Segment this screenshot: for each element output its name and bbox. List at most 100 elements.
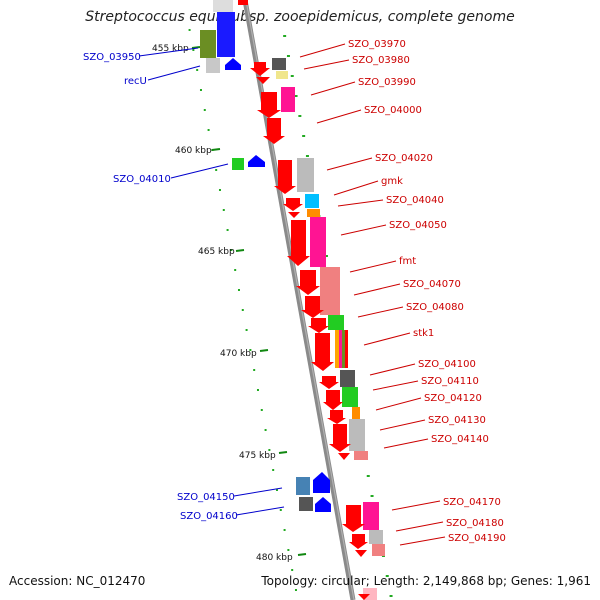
- block-orange-1: [307, 209, 320, 217]
- block-multi-d: [345, 330, 348, 368]
- gene-arrow-szo-03990: [257, 92, 281, 118]
- leader-szo-04150: [233, 487, 283, 497]
- tick-460: [211, 148, 221, 151]
- leader-recu: [147, 65, 201, 81]
- gene-arrow-szo-04100: [319, 376, 339, 389]
- block-green-1: [232, 158, 244, 170]
- block-green-3: [342, 387, 358, 407]
- gene-label-szo-04190: SZO_04190: [448, 533, 506, 544]
- leader-szo-04130: [379, 419, 426, 431]
- gene-arrow-stk1: [311, 333, 334, 371]
- tick-label-480: 480 kbp: [256, 553, 293, 563]
- gene-arrow-szo-04120: [327, 410, 346, 424]
- gene-label-szo-04070: SZO_04070: [403, 279, 461, 290]
- leader-szo-03990: [310, 81, 356, 96]
- genome-summary-text: Topology: circular; Length: 2,149,868 bp…: [261, 574, 591, 588]
- gene-arrow-szo-04160: [315, 497, 331, 512]
- gene-label-szo-04150: SZO_04150: [177, 492, 235, 503]
- gene-label-szo-04130: SZO_04130: [428, 415, 486, 426]
- leader-szo-04050: [340, 224, 387, 236]
- gene-label-szo-04080: SZO_04080: [406, 302, 464, 313]
- scale-ticks: 455 kbp 460 kbp 465 kbp 470 kbp 475 kbp …: [152, 44, 307, 563]
- leader-szo-04070: [353, 283, 401, 296]
- gene-label-szo-04100: SZO_04100: [418, 359, 476, 370]
- block-multi-c: [342, 330, 345, 368]
- gene-arrow-szo-04020: [274, 160, 296, 194]
- block-yellow-1: [276, 71, 288, 79]
- leader-szo-04180: [395, 521, 444, 532]
- gene-label-recu: recU: [124, 76, 147, 87]
- leader-szo-03980: [303, 59, 350, 70]
- gene-arrow-szo-04170: [342, 505, 365, 532]
- leader-szo-03970: [299, 43, 346, 58]
- gene-arrow-gmk: [283, 198, 303, 211]
- gene-arrow-szo-04000: [263, 118, 285, 144]
- tick-465: [235, 249, 245, 252]
- gene-label-szo-04110: SZO_04110: [421, 376, 479, 387]
- gene-arrow-bottom: [358, 594, 370, 600]
- gene-arrow-szo-03970: [250, 62, 270, 76]
- tick-label-475: 475 kbp: [239, 451, 276, 461]
- gene-label-stk1: stk1: [413, 328, 434, 339]
- block-darkgrey-1: [272, 58, 286, 70]
- block-grey-3: [349, 419, 365, 451]
- gene-arrow-szo-04050: [287, 220, 310, 266]
- gene-label-szo-04170: SZO_04170: [443, 497, 501, 508]
- leader-szo-04120: [375, 397, 422, 411]
- gene-label-szo-04010: SZO_04010: [113, 174, 171, 185]
- block-red-top: [238, 0, 248, 5]
- gene-arrow-fmt: [296, 270, 320, 295]
- forward-genes: [250, 62, 370, 600]
- reverse-labels: SZO_03950 recU SZO_04010 SZO_04150 SZO_0…: [83, 52, 238, 522]
- gene-label-szo-04180: SZO_04180: [446, 518, 504, 529]
- gene-label-szo-04120: SZO_04120: [424, 393, 482, 404]
- gene-label-szo-04000: SZO_04000: [364, 105, 422, 116]
- gene-label-szo-04020: SZO_04020: [375, 153, 433, 164]
- gene-arrow-szo-04130: [329, 424, 351, 452]
- gene-arrow-szo-04190: [355, 550, 367, 557]
- block-salmon-2: [354, 451, 368, 460]
- block-magenta-2: [310, 217, 326, 267]
- block-grey-4: [369, 530, 383, 544]
- block-multi-b: [339, 330, 342, 368]
- gene-label-szo-03970: SZO_03970: [348, 39, 406, 50]
- tick-455: [191, 46, 201, 49]
- gene-arrow-recu: [225, 58, 241, 70]
- block-multi-a: [335, 330, 339, 368]
- block-olive: [200, 30, 216, 58]
- block-magenta-3: [363, 502, 379, 530]
- leader-lines: [138, 43, 446, 546]
- leader-szo-04140: [383, 438, 429, 449]
- block-salmon-3: [372, 544, 385, 556]
- tick-470: [259, 349, 269, 352]
- block-green-2: [328, 315, 344, 330]
- leader-szo-04110: [372, 380, 419, 391]
- gene-label-szo-04050: SZO_04050: [389, 220, 447, 231]
- gene-arrow-szo-04070: [301, 296, 324, 318]
- leader-szo-04100: [369, 363, 416, 376]
- block-blue-top: [217, 12, 235, 57]
- gene-label-szo-03990: SZO_03990: [358, 77, 416, 88]
- gene-arrow-szo-04140: [338, 453, 350, 460]
- block-olive-light: [206, 58, 220, 73]
- gene-label-szo-03980: SZO_03980: [352, 55, 410, 66]
- tick-480: [297, 553, 307, 556]
- tick-label-465: 465 kbp: [198, 247, 235, 257]
- leader-szo-04170: [391, 500, 441, 511]
- block-magenta-1: [281, 87, 295, 112]
- map-title: Streptococcus equi subsp. zooepidemicus,…: [85, 9, 515, 25]
- feature-blocks: [200, 0, 385, 600]
- gene-label-szo-04160: SZO_04160: [180, 511, 238, 522]
- leader-szo-04190: [399, 536, 446, 546]
- leader-szo-04000: [316, 109, 362, 124]
- leader-fmt: [349, 260, 397, 273]
- tick-label-455: 455 kbp: [152, 44, 189, 54]
- gene-arrow-szo-04110: [323, 390, 343, 410]
- leader-szo-04040: [337, 199, 384, 207]
- gene-label-gmk: gmk: [381, 176, 403, 187]
- gene-label-fmt: fmt: [399, 256, 416, 267]
- leader-szo-04020: [326, 157, 373, 171]
- block-steelblue-1: [296, 477, 310, 495]
- tick-475: [278, 451, 288, 454]
